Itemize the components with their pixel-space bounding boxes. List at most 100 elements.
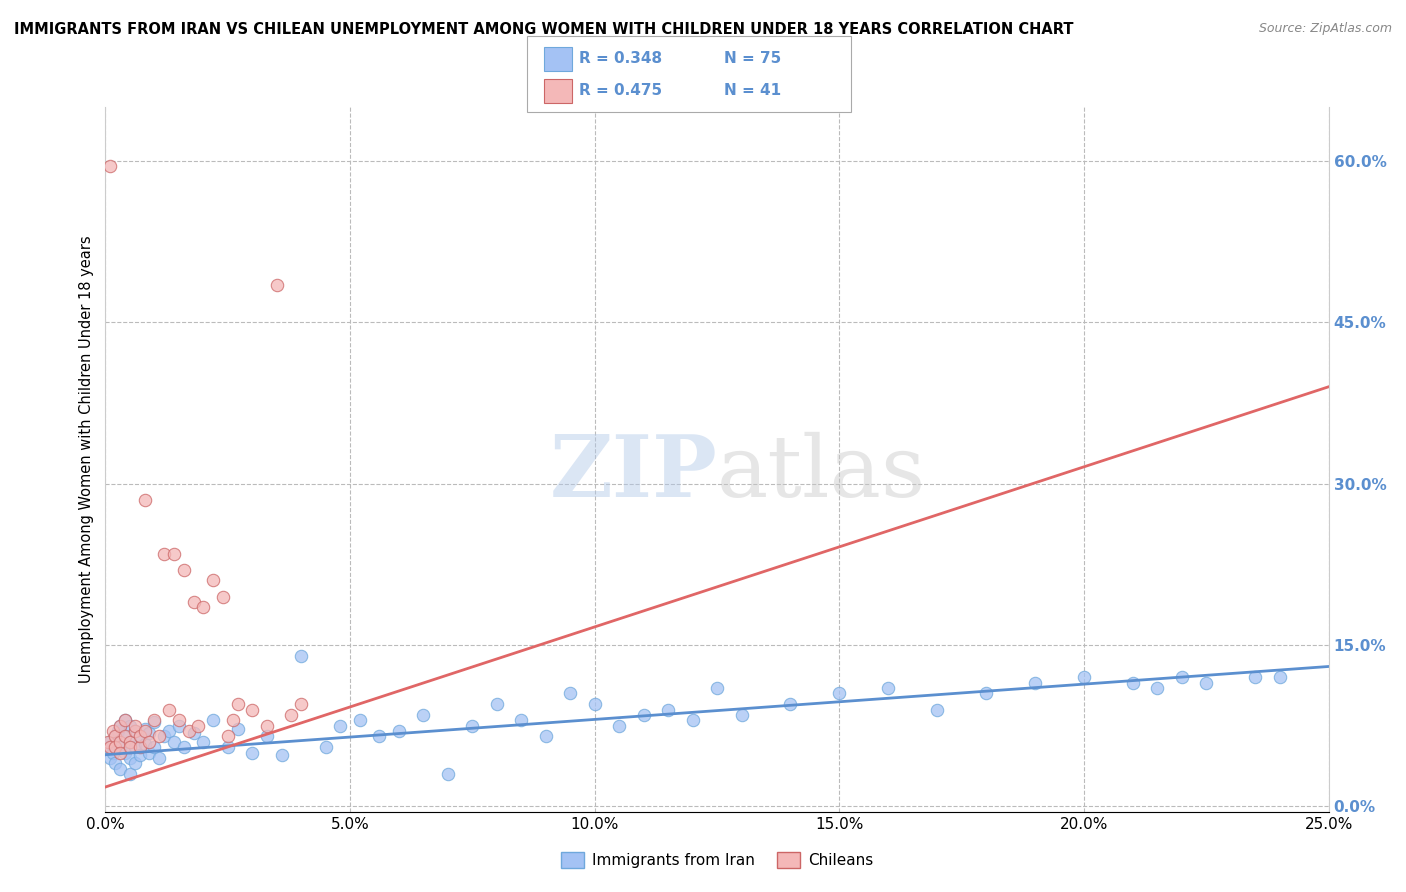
Point — [124, 724, 146, 739]
Point — [583, 697, 606, 711]
Point — [104, 730, 127, 744]
Point — [163, 735, 186, 749]
Point — [173, 563, 195, 577]
Point — [108, 719, 131, 733]
Point — [98, 735, 121, 749]
Point — [240, 702, 263, 716]
Point — [329, 719, 352, 733]
Point — [108, 740, 131, 755]
Point — [1171, 670, 1194, 684]
Point — [114, 730, 136, 744]
Point — [607, 719, 630, 733]
Point — [118, 751, 141, 765]
Point — [118, 740, 141, 755]
Point — [118, 735, 141, 749]
Point — [290, 648, 312, 663]
Point — [97, 735, 120, 749]
Point — [143, 715, 166, 730]
Point — [974, 686, 997, 700]
Point — [256, 719, 278, 733]
Point — [104, 740, 127, 755]
Point — [177, 724, 200, 739]
Point — [221, 713, 243, 727]
Point — [118, 735, 141, 749]
Point — [1073, 670, 1095, 684]
Point — [412, 707, 434, 722]
Point — [138, 726, 160, 740]
Point — [633, 707, 655, 722]
Point — [202, 574, 225, 588]
Point — [128, 740, 150, 755]
Point — [183, 726, 205, 740]
Point — [108, 719, 131, 733]
Point — [202, 713, 225, 727]
Point — [217, 730, 239, 744]
Text: R = 0.348: R = 0.348 — [579, 51, 662, 66]
Point — [108, 735, 131, 749]
Point — [128, 730, 150, 744]
Point — [118, 719, 141, 733]
Point — [256, 730, 278, 744]
Point — [217, 740, 239, 755]
Point — [143, 713, 166, 727]
Point — [128, 730, 150, 744]
Point — [114, 713, 136, 727]
Point — [114, 730, 136, 744]
Point — [730, 707, 752, 722]
Point — [349, 713, 371, 727]
Point — [510, 713, 533, 727]
Point — [560, 686, 582, 700]
Point — [682, 713, 704, 727]
Point — [1122, 675, 1144, 690]
Point — [101, 724, 124, 739]
Point — [101, 746, 124, 760]
Point — [143, 740, 166, 755]
Point — [124, 740, 146, 755]
Point — [114, 713, 136, 727]
Point — [315, 740, 337, 755]
Point — [1244, 670, 1267, 684]
Point — [183, 595, 205, 609]
Point — [706, 681, 728, 695]
Point — [167, 713, 190, 727]
Point — [134, 724, 156, 739]
Point — [266, 277, 288, 292]
Text: N = 41: N = 41 — [724, 83, 782, 98]
Point — [134, 737, 156, 751]
Point — [485, 697, 508, 711]
Point — [368, 730, 391, 744]
Point — [240, 746, 263, 760]
Text: N = 75: N = 75 — [724, 51, 782, 66]
Text: ZIP: ZIP — [550, 432, 717, 516]
Point — [118, 767, 141, 781]
Point — [461, 719, 484, 733]
Text: Source: ZipAtlas.com: Source: ZipAtlas.com — [1258, 22, 1392, 36]
Point — [138, 735, 160, 749]
Point — [212, 590, 235, 604]
Point — [927, 702, 949, 716]
Point — [98, 159, 121, 173]
Point — [270, 747, 292, 762]
Point — [124, 756, 146, 771]
Point — [226, 722, 249, 736]
Point — [104, 756, 127, 771]
Text: R = 0.475: R = 0.475 — [579, 83, 662, 98]
Point — [290, 697, 312, 711]
Point — [193, 735, 215, 749]
Point — [187, 719, 209, 733]
Y-axis label: Unemployment Among Women with Children Under 18 years: Unemployment Among Women with Children U… — [79, 235, 94, 683]
Point — [1195, 675, 1218, 690]
Text: IMMIGRANTS FROM IRAN VS CHILEAN UNEMPLOYMENT AMONG WOMEN WITH CHILDREN UNDER 18 : IMMIGRANTS FROM IRAN VS CHILEAN UNEMPLOY… — [14, 22, 1074, 37]
Point — [124, 724, 146, 739]
Point — [167, 719, 190, 733]
Point — [124, 719, 146, 733]
Point — [134, 492, 156, 507]
Point — [107, 724, 129, 739]
Point — [877, 681, 900, 695]
Point — [779, 697, 801, 711]
Legend: Immigrants from Iran, Chileans: Immigrants from Iran, Chileans — [555, 847, 879, 874]
Point — [157, 702, 180, 716]
Point — [437, 767, 460, 781]
Point — [1024, 675, 1046, 690]
Point — [153, 730, 176, 744]
